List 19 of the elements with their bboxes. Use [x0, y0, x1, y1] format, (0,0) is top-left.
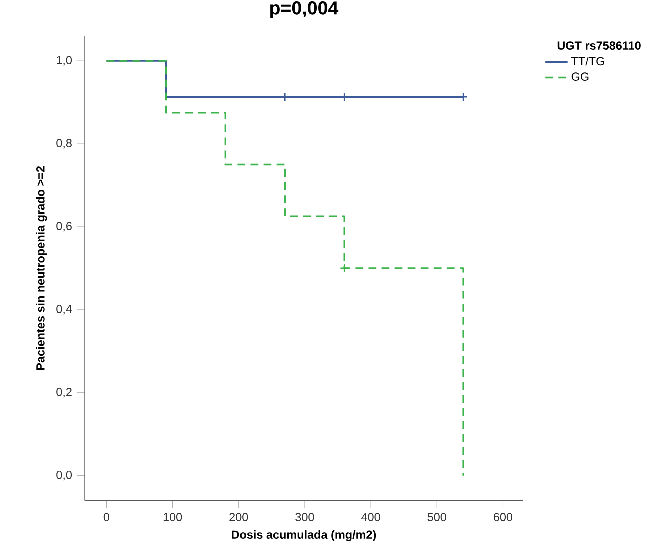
y-axis-title: Pacientes sin neutropenia grado >=2 — [36, 166, 48, 370]
chart-title: p=0,004 — [270, 1, 339, 18]
x-tick-label: 400 — [362, 512, 380, 522]
legend-label: TT/TG — [572, 56, 604, 66]
y-tick-label: 0,8 — [56, 138, 72, 149]
y-tick-label: 0,0 — [56, 470, 72, 480]
y-tick-label: 0,6 — [56, 222, 72, 232]
x-tick-label: 500 — [428, 512, 446, 522]
x-tick-label: 200 — [230, 512, 248, 522]
y-tick-label: 1,0 — [57, 56, 72, 66]
y-tick-label: 0,2 — [56, 388, 72, 398]
x-tick-label: 0 — [104, 512, 110, 522]
x-axis-title: Dosis acumulada (mg/m2) — [232, 530, 376, 542]
x-tick-label: 100 — [164, 512, 182, 522]
x-tick-label: 300 — [296, 512, 314, 522]
y-tick-label: 0,4 — [56, 304, 72, 315]
legend-title: UGT rs7586110 — [558, 41, 641, 50]
legend-label: GG — [572, 72, 589, 81]
x-tick-label: 600 — [494, 512, 513, 522]
